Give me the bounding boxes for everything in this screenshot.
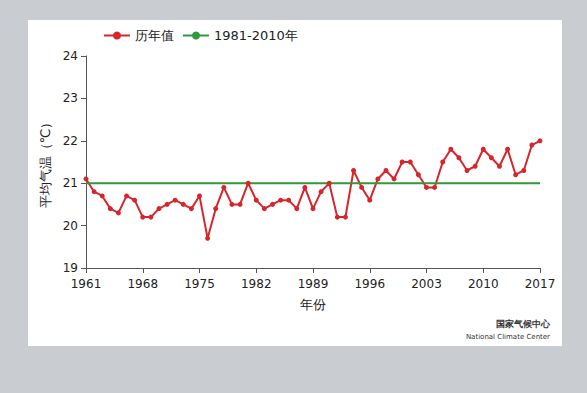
svg-text:1989: 1989 (298, 277, 329, 291)
svg-text:2017: 2017 (525, 277, 556, 291)
svg-text:2003: 2003 (411, 277, 442, 291)
svg-text:22: 22 (63, 134, 78, 148)
svg-text:1982: 1982 (241, 277, 272, 291)
svg-text:平均气温（℃）: 平均气温（℃） (38, 116, 53, 209)
svg-text:1968: 1968 (127, 277, 158, 291)
svg-text:23: 23 (63, 91, 78, 105)
svg-text:1961: 1961 (71, 277, 102, 291)
svg-text:年份: 年份 (300, 297, 326, 312)
svg-text:24: 24 (63, 49, 78, 63)
svg-text:19: 19 (63, 261, 78, 275)
svg-text:国家气候中心: 国家气候中心 (496, 319, 551, 329)
svg-text:历年值: 历年值 (135, 28, 174, 43)
svg-text:21: 21 (63, 176, 78, 190)
svg-text:20: 20 (63, 219, 78, 233)
svg-text:2010: 2010 (468, 277, 499, 291)
svg-text:1975: 1975 (184, 277, 215, 291)
svg-text:1981-2010年: 1981-2010年 (214, 28, 298, 43)
svg-text:National Climate Center: National Climate Center (466, 333, 550, 341)
svg-text:1996: 1996 (354, 277, 385, 291)
